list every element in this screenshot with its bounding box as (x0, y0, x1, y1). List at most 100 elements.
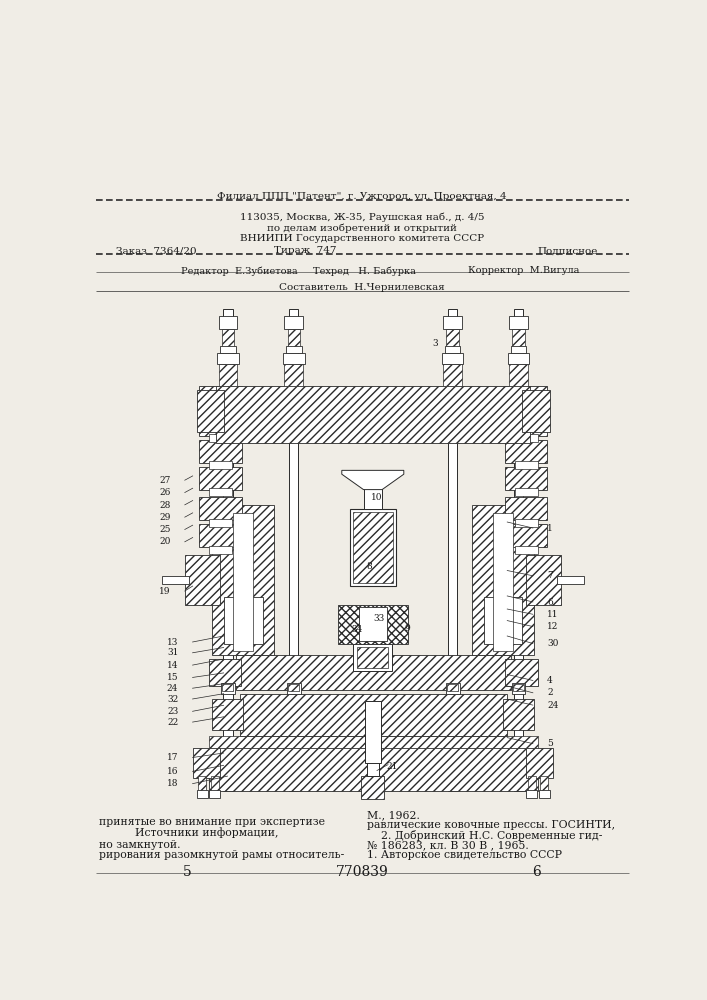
Bar (506, 659, 538, 686)
Bar (209, 659, 241, 686)
Bar (445, 683, 460, 694)
Bar (505, 386, 547, 409)
Text: 6: 6 (547, 598, 553, 607)
Text: Составитель  Н.Чернилевская: Составитель Н.Чернилевская (279, 283, 445, 292)
Bar (505, 413, 547, 436)
Bar (349, 509, 396, 586)
Bar (209, 461, 232, 469)
Bar (288, 684, 299, 691)
Bar (209, 488, 232, 496)
Text: 24: 24 (547, 701, 559, 710)
Text: 113035, Москва, Ж-35, Раушская наб., д. 4/5: 113035, Москва, Ж-35, Раушская наб., д. … (240, 212, 484, 222)
Text: 770839: 770839 (336, 865, 388, 879)
Bar (209, 790, 220, 798)
Bar (240, 694, 507, 736)
Bar (510, 346, 526, 353)
Text: 21: 21 (387, 762, 398, 771)
Bar (361, 776, 385, 799)
Bar (222, 329, 234, 346)
Text: 16: 16 (167, 767, 178, 776)
Bar (286, 346, 301, 353)
Bar (515, 488, 538, 496)
Bar (512, 683, 525, 694)
Bar (540, 776, 548, 790)
Bar (367, 759, 379, 776)
Text: 10: 10 (371, 493, 382, 502)
Text: 15: 15 (167, 673, 178, 682)
Text: 25: 25 (159, 525, 170, 534)
Text: 20: 20 (159, 537, 170, 546)
Text: 14: 14 (167, 661, 178, 670)
Bar (353, 512, 393, 583)
Bar (357, 647, 388, 668)
Text: 1: 1 (547, 524, 553, 533)
Text: Тираж  747: Тираж 747 (274, 246, 337, 255)
Bar (493, 513, 513, 651)
Bar (515, 407, 538, 415)
Bar (515, 546, 538, 554)
Bar (233, 513, 253, 651)
Bar (513, 684, 524, 691)
Text: 2. Добринский Н.С. Современные гид-: 2. Добринский Н.С. Современные гид- (368, 830, 603, 841)
Text: 8: 8 (366, 562, 372, 571)
Bar (522, 389, 549, 432)
Text: Техред   Н. Бабурка: Техред Н. Бабурка (313, 266, 416, 276)
Bar (211, 776, 218, 790)
Text: 24: 24 (167, 684, 178, 693)
Text: 28: 28 (159, 500, 170, 510)
Bar (338, 605, 408, 644)
Bar (216, 386, 530, 443)
Bar (445, 346, 460, 353)
Text: Подписное: Подписное (538, 246, 598, 255)
Bar (359, 607, 387, 641)
Bar (526, 748, 554, 778)
Bar (209, 519, 232, 527)
Text: № 186283, кл. В 30 В , 1965.: № 186283, кл. В 30 В , 1965. (368, 840, 529, 850)
Text: Заказ  7364/20: Заказ 7364/20 (115, 246, 196, 255)
Bar (557, 576, 585, 584)
Bar (283, 353, 305, 364)
Bar (505, 466, 547, 490)
Bar (443, 316, 462, 329)
Text: 2: 2 (547, 688, 553, 697)
Bar (218, 316, 237, 329)
Text: М., 1962.: М., 1962. (368, 810, 420, 820)
Bar (528, 776, 535, 790)
Text: 30: 30 (547, 639, 559, 648)
Text: 9: 9 (405, 624, 411, 633)
Text: 23: 23 (167, 707, 178, 716)
Bar (448, 309, 457, 791)
Bar (505, 440, 547, 463)
Text: принятые во внимание при экспертизе: принятые во внимание при экспертизе (99, 817, 325, 827)
Text: 5: 5 (182, 865, 191, 879)
Text: 18: 18 (167, 779, 178, 788)
Bar (193, 748, 220, 778)
Text: 1. Авторское свидетельство СССР: 1. Авторское свидетельство СССР (368, 850, 562, 860)
Bar (526, 555, 561, 605)
Text: 3: 3 (432, 339, 438, 348)
Text: 4: 4 (547, 676, 553, 685)
Text: 26: 26 (159, 488, 170, 497)
Text: 12: 12 (547, 622, 559, 631)
Text: 7: 7 (547, 571, 553, 580)
Bar (199, 413, 242, 436)
Bar (288, 329, 300, 346)
Bar (526, 790, 537, 798)
Bar (365, 701, 380, 763)
Text: Корректор  М.Вигула: Корректор М.Вигула (468, 266, 580, 275)
Text: 34: 34 (351, 625, 363, 634)
Bar (223, 309, 233, 791)
Bar (218, 364, 237, 386)
Text: равлические ковочные прессы. ГОСИНТИ,: равлические ковочные прессы. ГОСИНТИ, (368, 820, 616, 830)
Text: 27: 27 (159, 476, 170, 485)
Bar (212, 505, 274, 655)
Bar (199, 466, 242, 490)
Bar (217, 353, 239, 364)
Bar (209, 748, 538, 791)
Bar (354, 644, 392, 671)
Text: 29: 29 (159, 513, 170, 522)
Bar (289, 309, 298, 791)
Bar (221, 683, 235, 694)
Bar (515, 434, 538, 442)
Bar (185, 555, 220, 605)
